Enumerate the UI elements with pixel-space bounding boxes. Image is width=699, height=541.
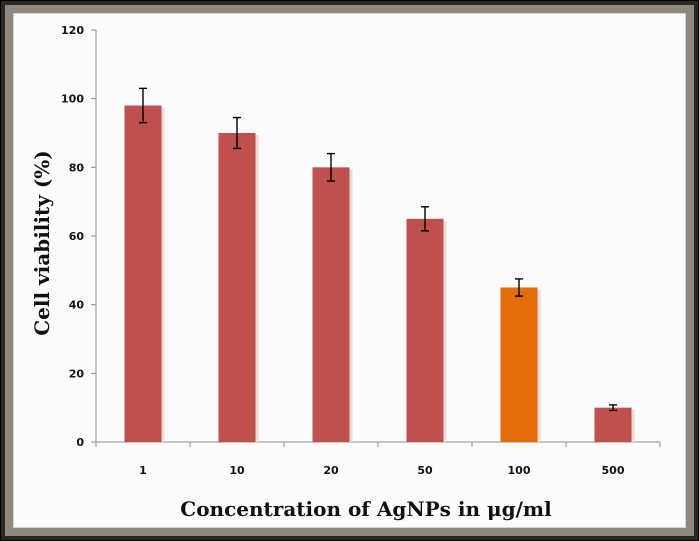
x-tick-label: 20 — [323, 464, 339, 477]
x-tick-label: 100 — [508, 464, 531, 477]
x-tick-label: 1 — [139, 464, 147, 477]
x-axis: 1 10 20 50 100 500 — [95, 441, 661, 477]
bar-500 — [594, 407, 632, 442]
bar-100 — [500, 287, 538, 442]
bar-1 — [124, 105, 162, 443]
x-tick-label: 50 — [417, 464, 433, 477]
bar-10 — [218, 133, 256, 442]
y-tick-label: 120 — [61, 24, 84, 37]
y-tick-label: 20 — [69, 367, 85, 380]
y-tick-label: 40 — [69, 299, 85, 312]
y-tick-label: 60 — [69, 230, 85, 243]
error-bars — [139, 87, 617, 412]
y-tick-label: 80 — [69, 161, 85, 174]
x-axis-title: Concentration of AgNPs in μg/ml — [180, 497, 552, 521]
y-tick-label: 0 — [76, 436, 84, 449]
bar-50 — [406, 218, 444, 442]
bars — [124, 105, 635, 443]
x-tick-label: 10 — [229, 464, 245, 477]
x-tick-label: 500 — [602, 464, 625, 477]
y-axis: 0 20 40 60 80 100 120 — [61, 24, 97, 449]
y-axis-title: Cell viability (%) — [30, 150, 54, 336]
bar-20 — [312, 167, 350, 443]
y-tick-label: 100 — [61, 93, 84, 106]
